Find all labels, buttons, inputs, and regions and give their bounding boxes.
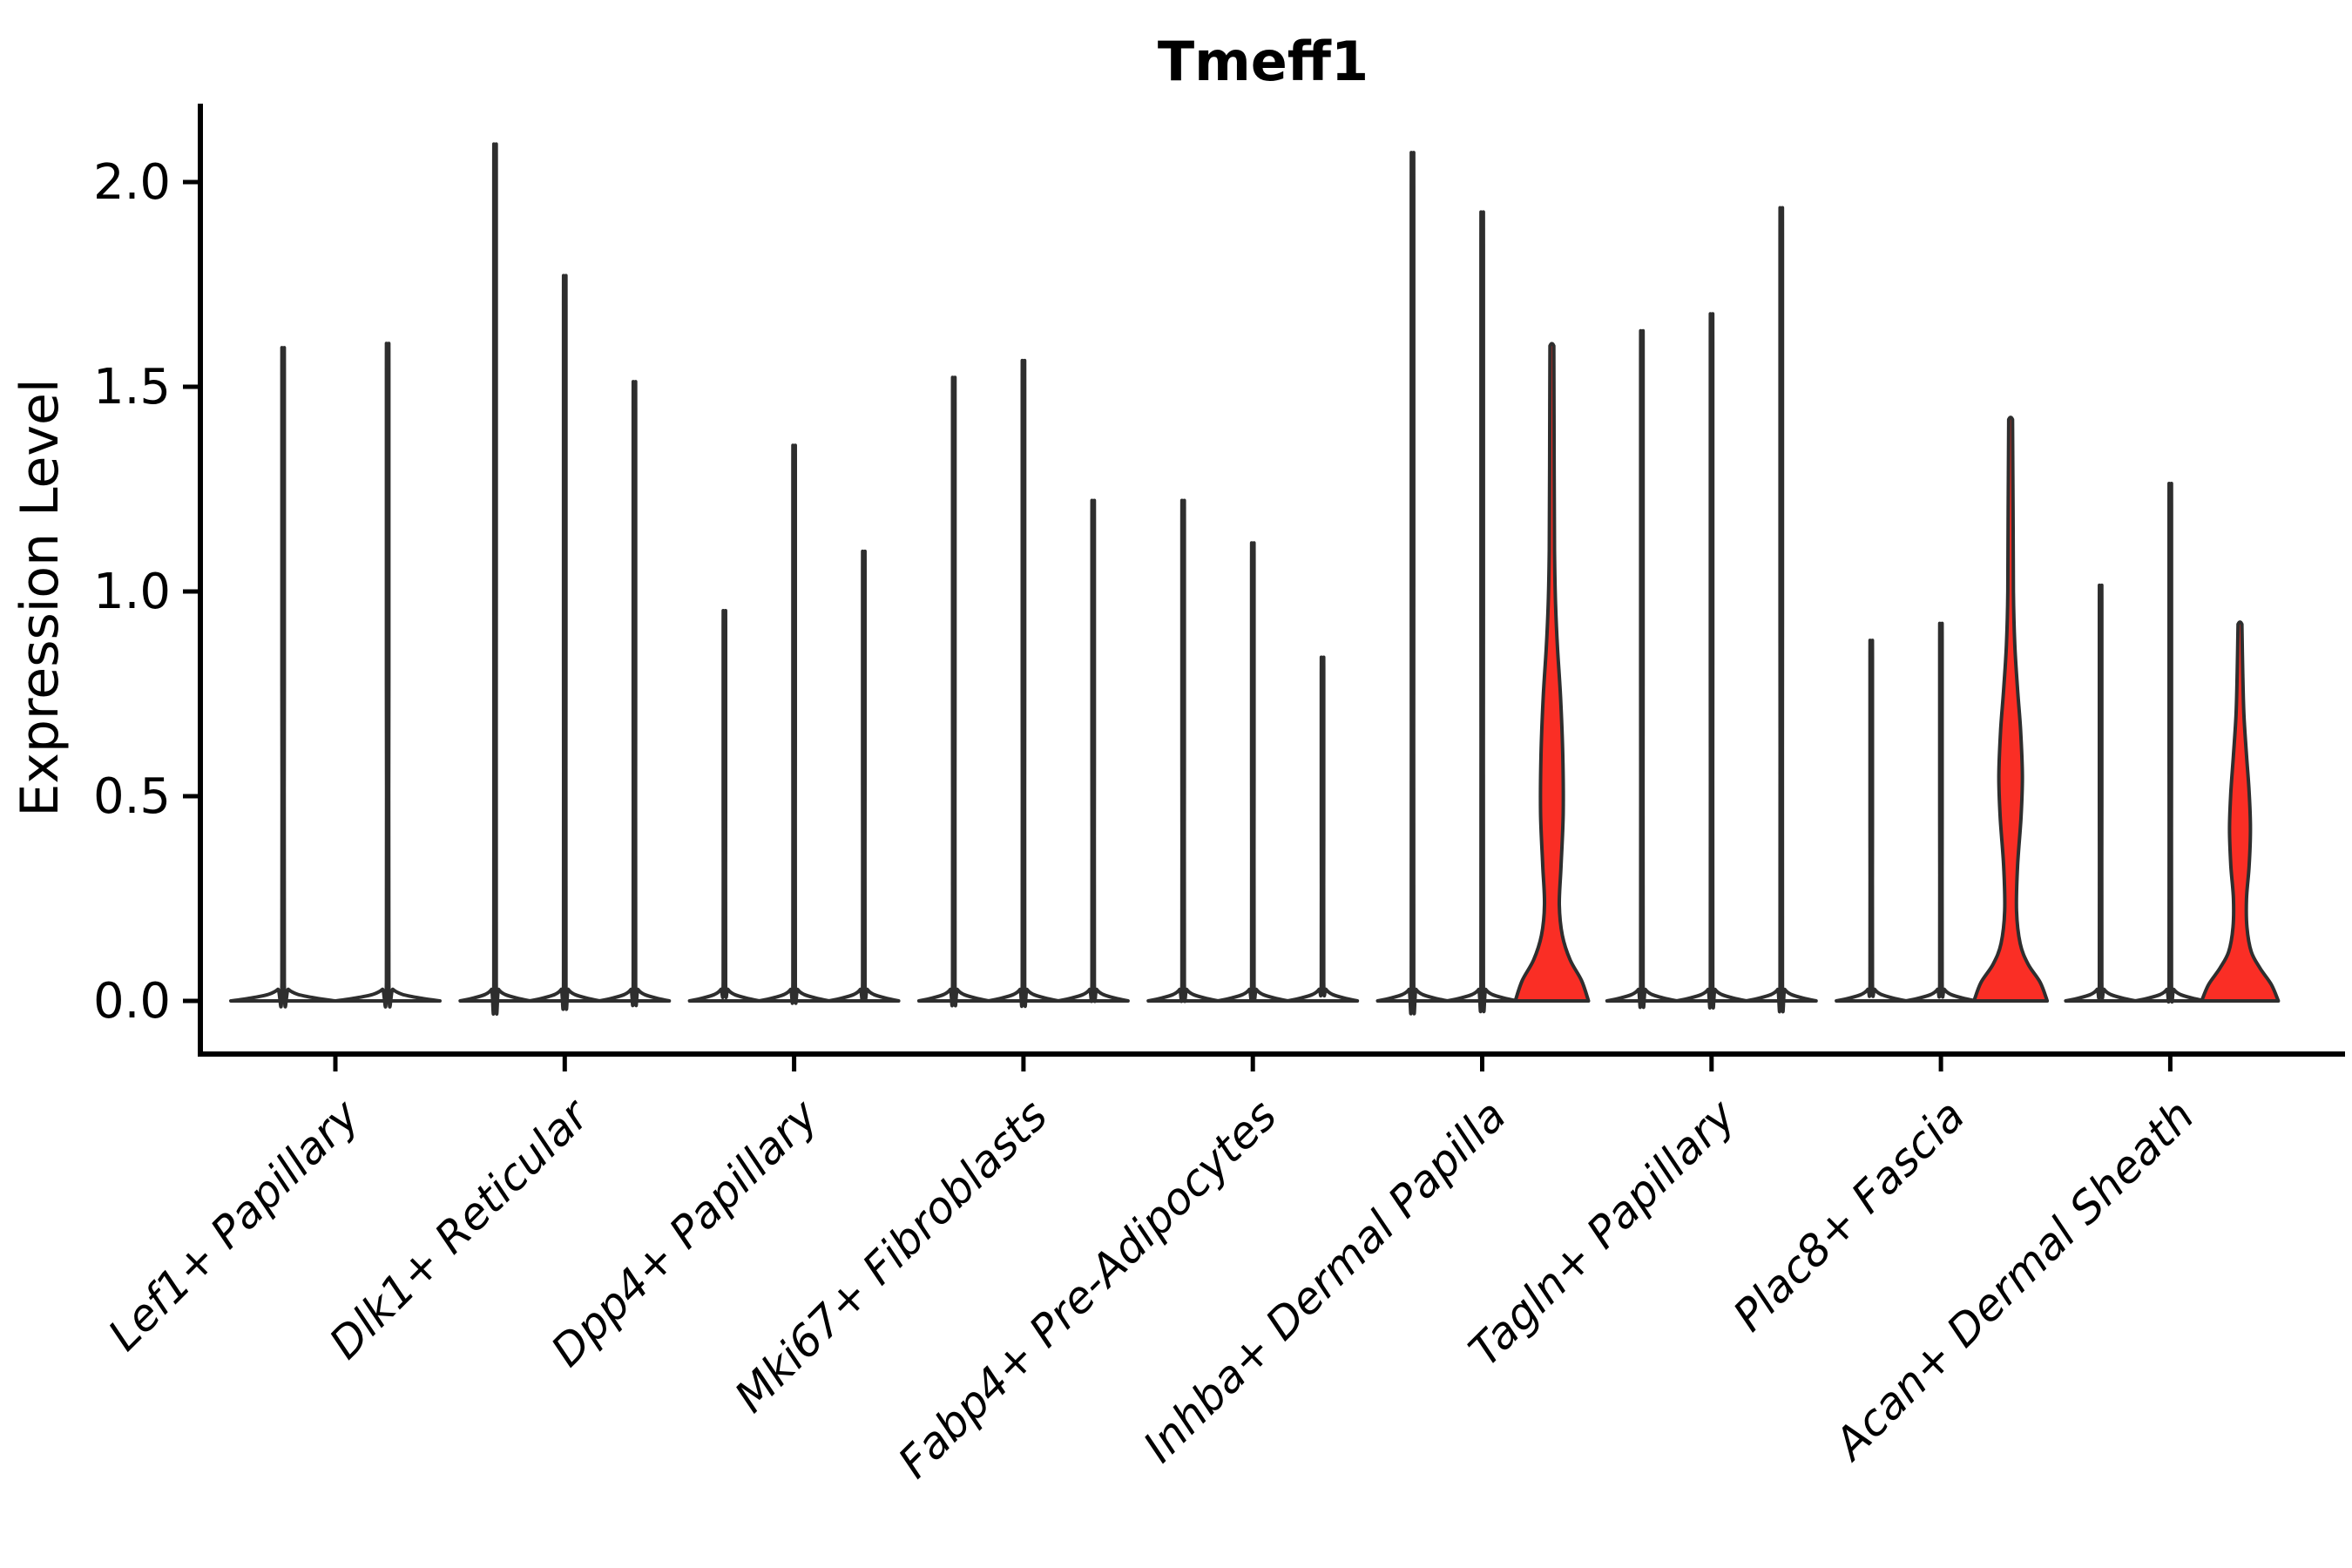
violin	[528, 274, 602, 1011]
violin	[916, 375, 990, 1008]
x-axis-label: Acan+ Dermal Sheath	[1823, 1090, 2204, 1470]
violin	[334, 341, 442, 1009]
y-tick-label: 1.5	[93, 359, 171, 416]
violin	[986, 358, 1060, 1009]
violin	[1605, 328, 1679, 1010]
violin	[687, 609, 761, 1003]
y-tick-label: 2.0	[93, 154, 171, 211]
x-axis-label: Plac8+ Fascia	[1724, 1090, 1975, 1341]
y-tick-label: 0.5	[93, 768, 171, 825]
y-tick-label: 0.0	[93, 973, 171, 1030]
axes	[183, 104, 2345, 1071]
x-axis-label: Lef1+ Papillary	[98, 1089, 369, 1360]
violin	[757, 443, 831, 1005]
violin	[1375, 151, 1450, 1016]
violin	[1146, 498, 1220, 1004]
y-tick-label: 1.0	[93, 564, 171, 620]
x-axis-label: Inhba+ Dermal Papilla	[1134, 1090, 1516, 1471]
violin	[1216, 541, 1290, 1003]
violin	[229, 346, 337, 1009]
violin	[1674, 312, 1748, 1010]
chart-title: Tmeff1	[1158, 30, 1369, 93]
violin	[1904, 621, 1978, 1003]
violin	[1744, 206, 1818, 1014]
violin-red	[2200, 620, 2281, 1003]
violin	[1835, 639, 1909, 1003]
violin	[598, 380, 672, 1008]
violin	[1286, 655, 1360, 1003]
violin	[827, 550, 901, 1003]
violins-layer	[229, 142, 2281, 1016]
violin	[1056, 498, 1130, 1004]
violin	[1445, 210, 1519, 1014]
violin	[2133, 482, 2207, 1004]
violin	[2064, 583, 2138, 1003]
y-axis-title: Expression Level	[10, 378, 71, 816]
violin-red	[1513, 341, 1591, 1003]
violin	[458, 142, 532, 1016]
violin-red	[1972, 416, 2050, 1003]
x-axis-label: Fabp4+ Pre-Adipocytes	[889, 1090, 1287, 1488]
